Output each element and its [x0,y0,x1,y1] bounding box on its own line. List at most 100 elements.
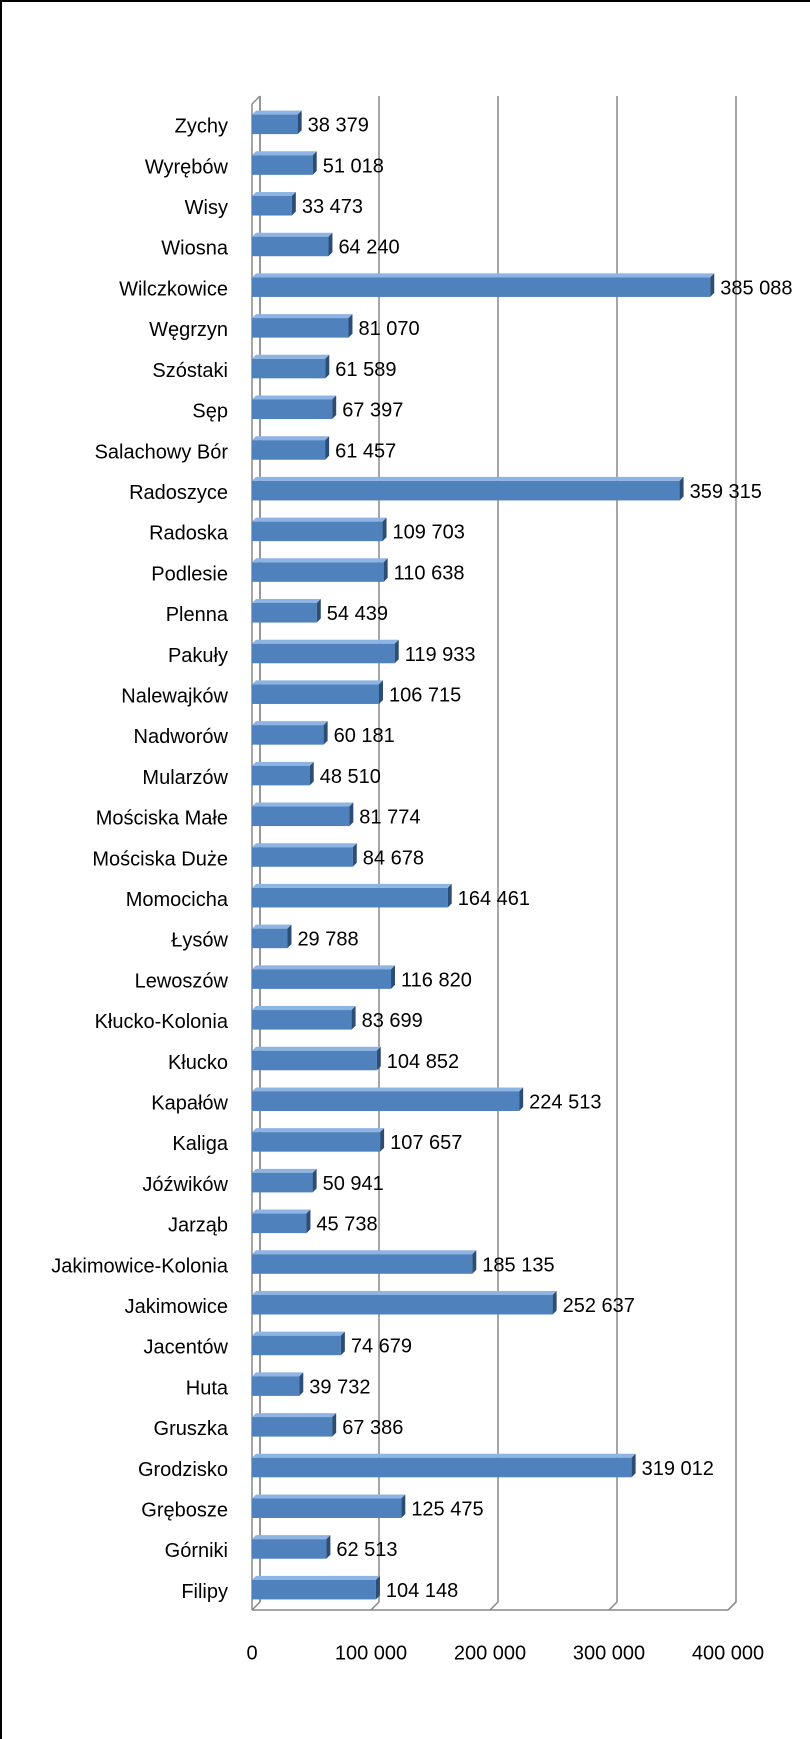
x-tick-label: 300 000 [573,1642,645,1664]
bar [252,1535,331,1559]
y-tick-label: Salachowy Bór [95,441,229,463]
y-tick-label: Węgrzyn [149,319,228,341]
bar [252,802,354,827]
data-label: 39 732 [309,1376,370,1398]
data-label: 125 475 [411,1499,483,1521]
y-tick-label: Plenna [166,604,229,626]
y-tick-label: Gruszka [154,1418,229,1440]
grid-line [608,96,618,1611]
data-label: 119 933 [405,644,476,666]
grid-line [370,96,380,1611]
data-label: 50 941 [323,1173,384,1195]
data-label: 60 181 [334,725,395,747]
y-tick-label: Kłucko-Kolonia [95,1011,229,1033]
bar [252,354,330,379]
y-tick-label: Podlesie [151,563,228,585]
bar [252,924,292,949]
bar [252,314,353,338]
y-tick-label: Jarząb [168,1215,228,1237]
data-label: 104 852 [387,1051,459,1073]
y-tick-label: Wilczkowice [119,278,228,300]
bar [252,1372,304,1396]
y-tick-label: Mościska Małe [96,808,228,830]
bar [252,883,452,908]
data-label: 107 657 [390,1132,462,1154]
y-tick-label: Jacentów [144,1337,229,1359]
y-tick-label: Łysów [171,930,228,952]
data-label: 106 715 [389,684,461,706]
bar [252,110,302,135]
bar [252,1168,317,1193]
y-tick-label: Zychy [175,116,228,138]
grid-line [251,96,261,1611]
y-tick-label: Jakimowice [125,1296,228,1318]
data-label: 54 439 [327,603,388,625]
data-label: 319 012 [642,1458,714,1480]
bar [252,1413,337,1437]
bar [252,1087,524,1111]
data-label: 38 379 [308,115,369,137]
grid-line [727,96,737,1611]
y-tick-label: Kłucko [168,1052,228,1074]
y-tick-label: Radoszyce [129,482,228,504]
bar [252,761,314,786]
y-tick-label: Nadworów [134,726,229,748]
bar [252,1209,311,1234]
data-label: 74 679 [351,1336,412,1358]
data-label: 224 513 [529,1091,601,1113]
bar [252,151,317,175]
bar [252,232,333,257]
y-tick-label: Wiosna [161,238,229,260]
x-tick-label: 100 000 [335,1642,407,1664]
bar [252,436,330,460]
data-label: 84 678 [363,847,424,869]
bar [252,558,388,582]
bar [252,965,396,989]
y-tick-label: Jakimowice-Kolonia [51,1255,229,1277]
bar [252,517,387,542]
y-tick-label: Mularzów [142,767,228,789]
bar [252,1453,636,1478]
data-label: 359 315 [690,481,762,503]
y-tick-label: Wyrębów [145,156,229,178]
bar [252,1575,380,1600]
data-label: 83 699 [362,1010,423,1032]
data-label: 62 513 [336,1539,397,1561]
data-label: 29 788 [297,929,358,951]
x-tick-label: 200 000 [454,1642,526,1664]
data-label: 116 820 [401,969,472,991]
y-tick-label: Sęp [192,401,228,423]
grid-line [489,96,499,1611]
data-label: 385 088 [720,277,792,299]
bar [252,680,383,704]
y-tick-label: Szóstaki [152,360,228,382]
y-tick-label: Lewoszów [135,970,229,992]
y-tick-label: Grodzisko [138,1459,228,1481]
bar [252,476,684,501]
bar [252,1128,385,1152]
data-label: 61 457 [335,440,396,462]
data-label: 64 240 [338,237,399,259]
axis-line [251,95,261,105]
y-tick-label: Nalewajków [121,685,228,707]
y-tick-label: Huta [186,1377,229,1399]
y-tick-label: Grębosze [141,1500,228,1522]
bar [252,273,715,297]
data-label: 104 148 [386,1580,458,1602]
y-tick-label: Kaliga [172,1133,228,1155]
y-tick-label: Radoska [149,523,229,545]
x-tick-label: 400 000 [692,1642,764,1664]
bar [252,1006,356,1030]
data-label: 33 473 [302,196,363,218]
data-label: 45 738 [316,1214,377,1236]
y-tick-label: Kapałów [151,1092,228,1114]
y-tick-label: Mościska Duże [92,848,228,870]
bar [252,599,321,623]
data-label: 67 397 [342,400,403,422]
data-label: 48 510 [320,766,381,788]
y-tick-label: Jóźwików [142,1174,228,1196]
data-label: 164 461 [458,888,530,910]
bar [252,843,357,867]
